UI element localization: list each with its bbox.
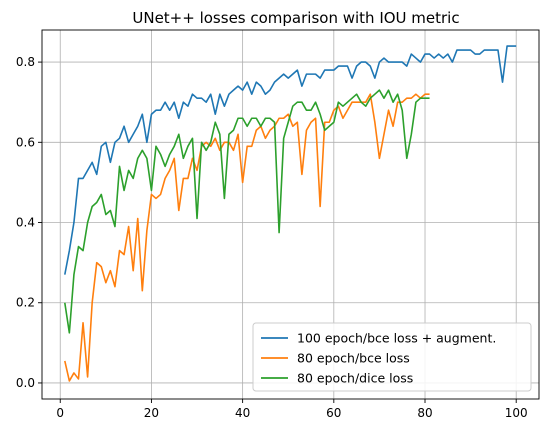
series-line-3 bbox=[64, 89, 430, 334]
x-tick-label: 80 bbox=[417, 406, 432, 420]
x-tick-label: 40 bbox=[235, 406, 250, 420]
y-tick-label: 0.6 bbox=[16, 135, 35, 149]
y-tick-label: 0.2 bbox=[16, 296, 35, 310]
y-tick-label: 0.8 bbox=[16, 55, 35, 69]
x-tick-label: 20 bbox=[144, 406, 159, 420]
plot-area-frame bbox=[41, 29, 540, 400]
x-tick-label: 60 bbox=[326, 406, 341, 420]
x-tick-label: 0 bbox=[56, 406, 64, 420]
legend: 100 epoch/bce loss + augment. 80 epoch/bc… bbox=[252, 322, 532, 392]
gridlines bbox=[42, 30, 539, 399]
legend-box bbox=[252, 322, 532, 392]
series-line-2 bbox=[64, 93, 430, 382]
series-line-1 bbox=[64, 45, 517, 275]
x-tick-label: 100 bbox=[505, 406, 528, 420]
series-lines bbox=[64, 45, 517, 382]
legend-label: 80 epoch/bce loss bbox=[297, 351, 410, 366]
y-tick-label: 0.4 bbox=[16, 216, 35, 230]
y-tick-label: 0.0 bbox=[16, 376, 35, 390]
axis-ticks: 0 20 40 60 80 100 0.0 0.2 0.4 0.6 0.8 bbox=[16, 55, 528, 420]
chart-title: UNet++ losses comparison with IOU metric bbox=[132, 9, 459, 27]
legend-label: 100 epoch/bce loss + augment. bbox=[297, 331, 496, 346]
legend-label: 80 epoch/dice loss bbox=[297, 371, 413, 386]
